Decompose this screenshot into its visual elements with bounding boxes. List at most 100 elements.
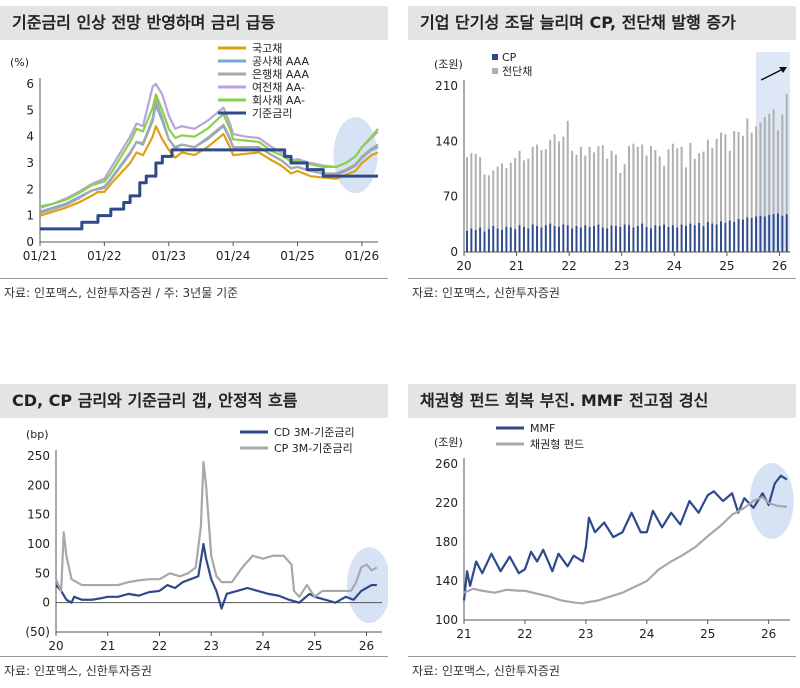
bar-short-term-bond <box>776 130 779 214</box>
bar-cp <box>768 214 771 252</box>
bar-short-term-bond <box>720 132 723 222</box>
x-tick-label: 23 <box>204 639 219 653</box>
y-tick-label: 200 <box>27 478 50 492</box>
source-note: 자료: 인포맥스, 신한투자증권 <box>4 664 152 678</box>
axis-unit: (bp) <box>26 428 49 441</box>
bar-cp <box>588 226 591 252</box>
axis-unit: (조원) <box>434 436 463 449</box>
bar-cp <box>487 229 490 252</box>
y-tick-label: 260 <box>435 457 458 471</box>
highlight-ellipse <box>749 463 794 540</box>
legend-label: 국고채 <box>252 42 282 55</box>
x-tick-label: 22 <box>517 627 532 641</box>
highlight-ellipse <box>347 547 388 624</box>
y-tick-label: 100 <box>27 537 50 551</box>
x-tick-label: 01/23 <box>151 249 186 263</box>
bar-short-term-bond <box>470 153 473 229</box>
bar-short-term-bond <box>466 157 468 231</box>
bar-cp <box>531 224 534 252</box>
bar-short-term-bond <box>597 146 600 225</box>
chart-title: CD, CP 금리와 기준금리 갭, 안정적 흐름 <box>0 384 388 418</box>
line-chart-bond-yields: (%) 0 1 2 3 4 5 6 01/21 01/22 01/23 01/24 01/25 01/26… <box>10 42 379 263</box>
bar-short-term-bond <box>667 149 670 227</box>
bar-short-term-bond <box>628 146 631 226</box>
bar-short-term-bond <box>636 146 639 226</box>
legend-label: 공사채 AAA <box>252 55 310 68</box>
x-tick-label: 21 <box>100 639 115 653</box>
legend-label: 은행채 AAA <box>252 68 310 81</box>
bar-cp <box>724 222 727 252</box>
bar-cp <box>772 214 775 252</box>
chart-title: 채권형 펀드 회복 부진. MMF 전고점 경신 <box>408 384 796 418</box>
x-tick-label: 01/25 <box>280 249 315 263</box>
bar-short-term-bond <box>557 141 560 227</box>
y-tick-label: 250 <box>27 449 50 463</box>
y-tick-label: 220 <box>435 496 458 510</box>
bar-short-term-bond <box>518 150 521 226</box>
bar-cp <box>711 223 714 252</box>
bar-short-term-bond <box>474 153 477 230</box>
legend-label: 채권형 펀드 <box>530 438 584 451</box>
bar-short-term-bond <box>575 154 578 226</box>
bar-short-term-bond <box>601 145 604 228</box>
bar-short-term-bond <box>763 116 766 217</box>
series-line <box>39 82 379 209</box>
bar-short-term-bond <box>584 155 587 226</box>
bar-short-term-bond <box>698 153 701 223</box>
x-tick-label: 24 <box>255 639 270 653</box>
legend-label: MMF <box>530 422 555 435</box>
y-tick-label: 6 <box>26 77 34 91</box>
series-line <box>55 542 377 610</box>
bar-short-term-bond <box>509 162 512 228</box>
x-tick-label: 01/22 <box>87 249 122 263</box>
x-tick-label: 24 <box>639 627 654 641</box>
bar-cp <box>641 223 644 252</box>
bar-short-term-bond <box>496 166 499 229</box>
bar-cp <box>689 223 692 252</box>
x-tick-label: 26 <box>772 259 787 273</box>
bar-cp <box>522 226 525 252</box>
bar-cp <box>658 225 661 252</box>
bar-cp <box>518 225 521 252</box>
bar-short-term-bond <box>671 143 674 226</box>
line-chart-spreads: (bp) (50) 0 50 100 150 200 250 20 21 22 23 24 25 26 CD … <box>25 426 388 653</box>
y-tick-label: 70 <box>443 190 458 204</box>
bar-cp <box>466 230 468 252</box>
x-tick-label: 26 <box>359 639 374 653</box>
bar-short-term-bond <box>527 158 530 229</box>
bar-cp <box>663 224 666 252</box>
legend-label: 전단채 <box>502 65 532 78</box>
series-line <box>462 474 788 601</box>
y-tick-label: 0 <box>26 235 34 249</box>
bar-cp <box>667 226 670 252</box>
bar-short-term-bond <box>645 155 648 227</box>
divider <box>0 278 388 279</box>
x-tick-label: 22 <box>562 259 577 273</box>
bar-cp <box>654 225 657 252</box>
bar-cp <box>733 221 736 252</box>
bar-short-term-bond <box>654 150 657 226</box>
legend-label: 여전채 AA- <box>252 81 305 94</box>
bar-cp <box>579 227 582 252</box>
bar-short-term-bond <box>750 132 753 219</box>
x-tick-label: 01/21 <box>23 249 58 263</box>
y-tick-label: 50 <box>35 566 50 580</box>
x-tick-label: 23 <box>578 627 593 641</box>
bar-cp <box>680 224 683 252</box>
bar-cp <box>540 227 543 252</box>
bar-cp <box>781 215 784 252</box>
series-line <box>39 93 379 208</box>
bar-short-term-bond <box>505 168 508 227</box>
bar-short-term-bond <box>706 139 709 222</box>
bar-cp <box>527 228 530 252</box>
bar-short-term-bond <box>733 131 736 222</box>
bar-cp <box>593 225 595 252</box>
x-tick-label: 20 <box>456 259 471 273</box>
source-note: 자료: 인포맥스, 신한투자증권 / 주: 3년물 기준 <box>4 286 239 300</box>
axis-unit: (조원) <box>434 58 463 71</box>
bar-short-term-bond <box>522 160 525 227</box>
bar-short-term-bond <box>649 146 652 229</box>
bar-short-term-bond <box>658 156 661 226</box>
bar-short-term-bond <box>579 146 582 228</box>
x-tick-label: 21 <box>456 627 471 641</box>
